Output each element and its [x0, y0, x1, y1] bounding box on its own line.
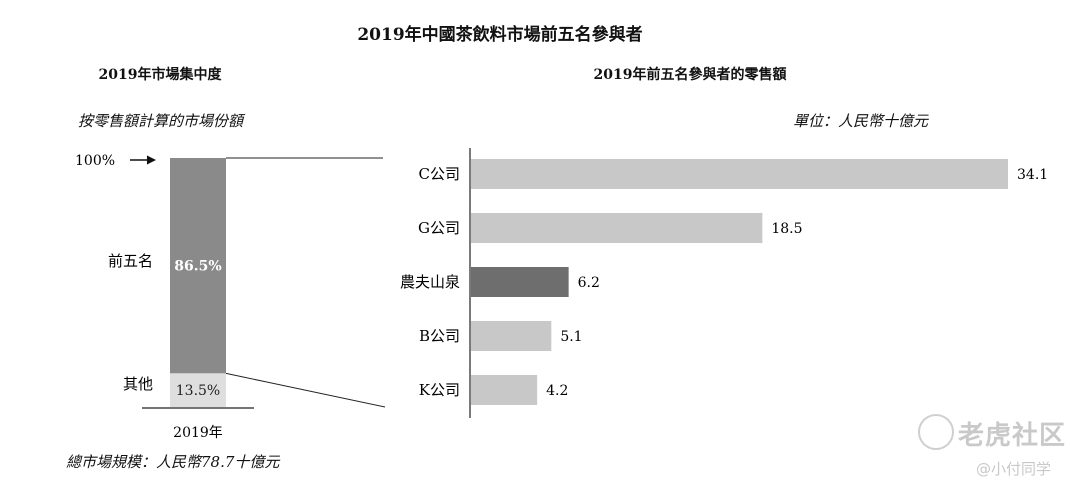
- connector-line-bottom: [225, 372, 386, 408]
- watermark-brand: 老虎社区: [958, 421, 1067, 451]
- main-title: 2019年中國茶飲料市場前五名參與者: [357, 25, 643, 45]
- series-label-top5: 前五名: [108, 252, 153, 270]
- hundred-percent-label: 100%: [75, 153, 115, 169]
- value-label-3: 6.2: [578, 275, 600, 291]
- value-label-4: 5.1: [560, 329, 582, 345]
- watermark-user: @小付同学: [976, 460, 1052, 478]
- category-label-1: C公司: [419, 165, 460, 183]
- data-label-top5: 86.5%: [174, 259, 221, 275]
- value-label-5: 4.2: [546, 383, 568, 399]
- value-label-2: 18.5: [771, 221, 802, 237]
- arrow-right-icon: [130, 155, 156, 165]
- bar-5: [471, 375, 538, 405]
- series-label-others: 其他: [123, 375, 153, 393]
- data-label-others: 13.5%: [176, 383, 220, 399]
- value-label-1: 34.1: [1017, 167, 1048, 183]
- category-label-3: 農夫山泉: [400, 273, 460, 291]
- bar-segment-others: [170, 373, 226, 407]
- unit-label: 單位：人民幣十億元: [793, 112, 929, 130]
- left-chart-title: 2019年市場集中度: [98, 67, 222, 83]
- category-label: 2019年: [173, 425, 223, 441]
- left-chart-subtitle: 按零售額計算的市場份額: [78, 112, 244, 130]
- bar-3: [471, 267, 569, 297]
- category-label-4: B公司: [419, 327, 460, 345]
- tiger-logo-icon: [918, 414, 954, 450]
- bar-2: [471, 213, 763, 243]
- bar-4: [471, 321, 552, 351]
- retail-sales-chart: C公司 34.1 G公司 18.5 農夫山泉 6.2 B公司 5.1 K公司 4.2: [400, 148, 1048, 418]
- right-chart-title: 2019年前五名參與者的零售額: [593, 67, 787, 83]
- bar-1: [471, 159, 1008, 189]
- concentration-chart: 100% 前五名 其他 86.5% 13.5% 2019年: [75, 153, 254, 441]
- bar-segment-top5: [170, 158, 226, 374]
- category-label-2: G公司: [418, 219, 460, 237]
- total-market-label: 總市場規模：人民幣78.7十億元: [66, 453, 280, 471]
- category-label-5: K公司: [419, 381, 460, 399]
